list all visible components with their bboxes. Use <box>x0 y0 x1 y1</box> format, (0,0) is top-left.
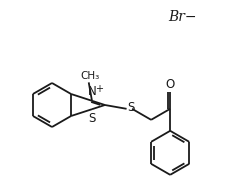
Text: +: + <box>95 84 103 94</box>
Text: N: N <box>88 85 96 98</box>
Text: S: S <box>88 112 96 125</box>
Text: S: S <box>128 101 135 114</box>
Text: O: O <box>166 78 175 91</box>
Text: Br−: Br− <box>168 10 196 24</box>
Text: CH₃: CH₃ <box>80 71 99 81</box>
